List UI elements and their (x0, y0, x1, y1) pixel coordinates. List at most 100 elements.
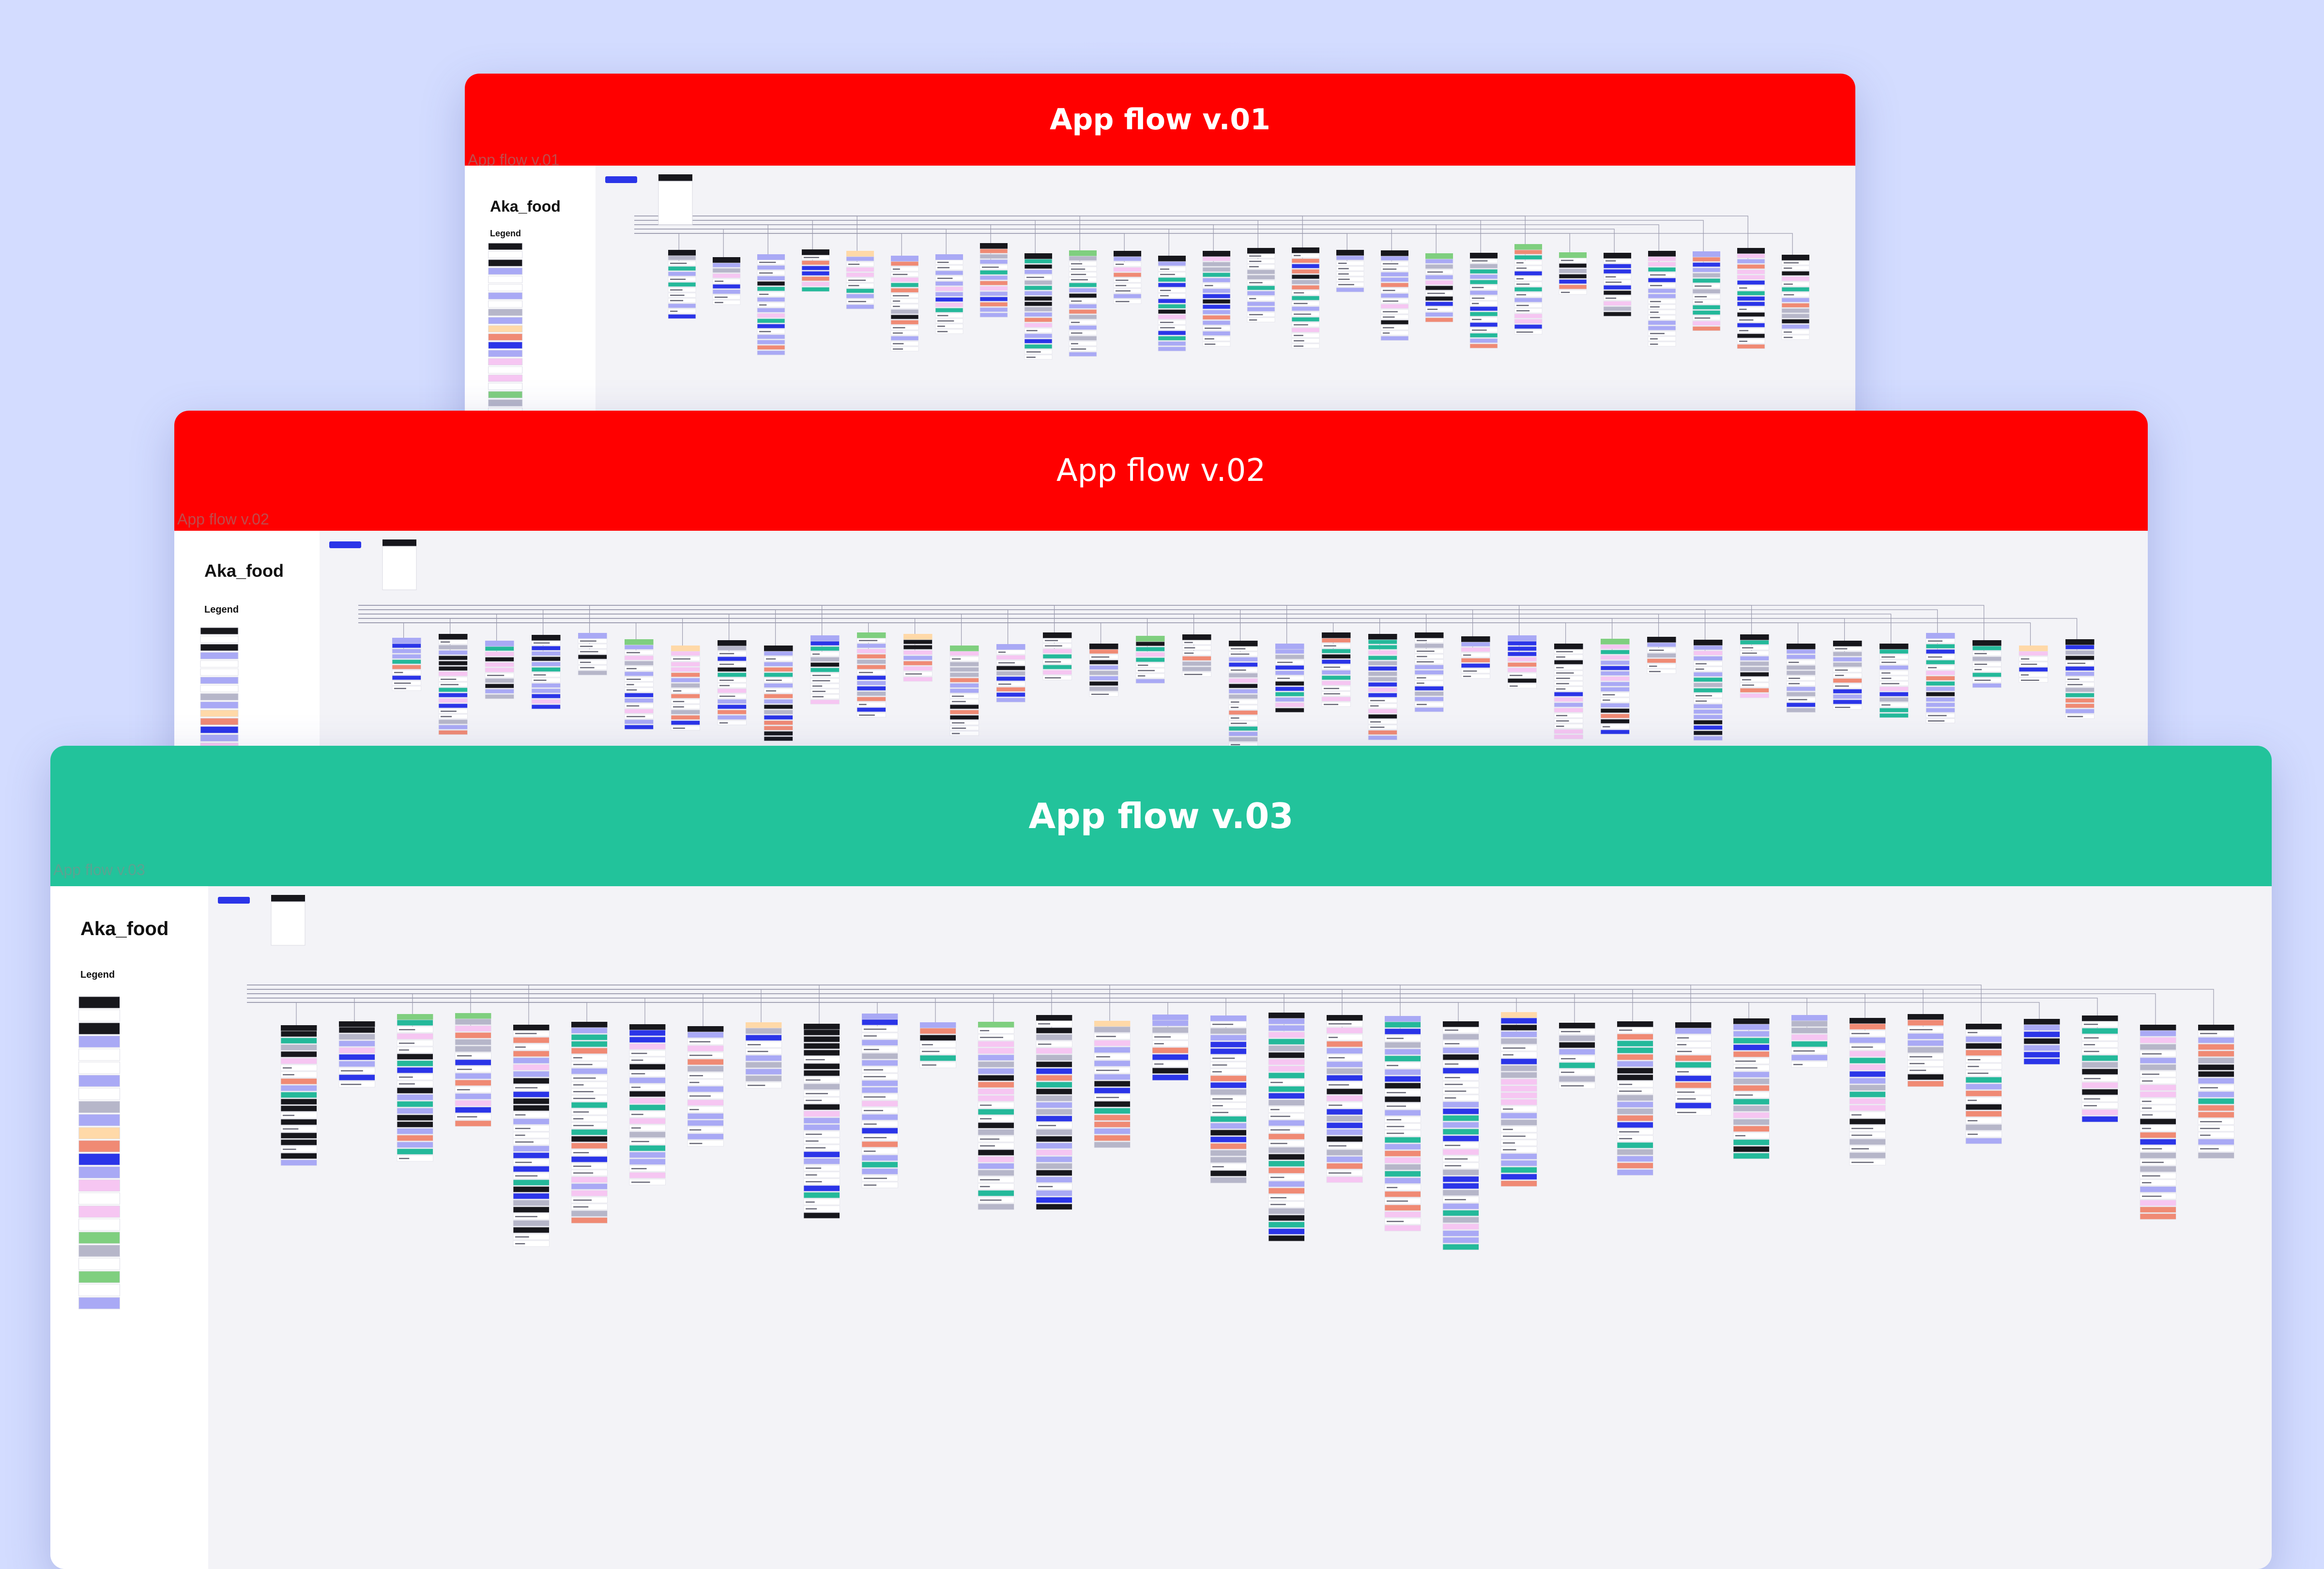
flow-canvas[interactable] (596, 166, 1855, 442)
row-text (534, 679, 547, 681)
screen-row (629, 1118, 666, 1124)
screen-row (629, 1131, 666, 1138)
screen-row (671, 667, 700, 672)
screen-row (1554, 723, 1583, 729)
screen-row (996, 655, 1025, 660)
start-pill (218, 897, 250, 904)
screen-row (1469, 322, 1498, 327)
screen-row (1500, 1146, 1537, 1153)
screen-row (1024, 269, 1053, 275)
screen-header (281, 1025, 317, 1031)
row-text (627, 689, 637, 691)
row-text (1556, 677, 1570, 679)
row-text (1784, 267, 1792, 269)
screen-row (1384, 1170, 1421, 1177)
screen-row (1089, 665, 1118, 670)
row-text (1445, 1097, 1456, 1099)
screen-row (1879, 649, 1909, 654)
screen-row (280, 1092, 317, 1098)
legend-swatch (78, 1101, 120, 1113)
screen-row (949, 688, 979, 693)
row-text (1739, 319, 1754, 321)
row-text (1835, 648, 1848, 649)
board-app-flow-v01[interactable]: App flow v.01 App flow v.01 Aka_food Leg… (465, 74, 1855, 442)
screen-row (2140, 1064, 2176, 1071)
screen-row (846, 272, 874, 277)
screen-row (571, 1041, 608, 1047)
flow-canvas[interactable] (208, 886, 2272, 1569)
row-text (1045, 677, 1061, 678)
screen-header (996, 644, 1025, 650)
screen-row (801, 260, 830, 265)
screen-row (1442, 1210, 1479, 1216)
board-app-flow-v03[interactable]: App flow v.03 App flow v.03 Aka_food Leg… (50, 746, 2272, 1569)
screen-row (687, 1099, 724, 1106)
screen-row (1781, 297, 1810, 303)
screen-row (1268, 1099, 1305, 1106)
screen-row (1384, 1211, 1421, 1218)
screen-row (1210, 1129, 1247, 1136)
row-text (1472, 303, 1479, 304)
screen-row (1693, 666, 1723, 672)
screen-row (1336, 266, 1364, 271)
screen-row (978, 1102, 1014, 1108)
screen-row (1965, 1131, 2002, 1138)
row-text (1881, 656, 1895, 658)
legend-swatch (488, 325, 523, 333)
screen-row (1833, 646, 1862, 651)
screen-row (629, 1172, 666, 1179)
screen-header (2065, 639, 2095, 645)
row-text (1974, 679, 1991, 681)
row-text (719, 695, 735, 697)
screen-row (1210, 1143, 1247, 1150)
row-text (806, 1201, 815, 1203)
screen-row (2198, 1064, 2234, 1071)
screen-row (513, 1057, 550, 1064)
row-text (1324, 688, 1339, 689)
screen-row (1036, 1075, 1072, 1081)
screen-row (856, 680, 886, 686)
screen-row (1384, 1150, 1421, 1157)
screen-row (629, 1050, 666, 1057)
row-text (627, 705, 640, 707)
screen-row (1926, 686, 1955, 692)
screen-row (671, 651, 700, 656)
screen-row (1737, 328, 1765, 333)
screen-row (1210, 1089, 1247, 1095)
screen-row (1692, 299, 1721, 305)
screen-row (1113, 272, 1142, 277)
legend-swatch (78, 1205, 120, 1218)
screen-row (1268, 1154, 1305, 1160)
screen-row (810, 651, 840, 657)
screen-row (1384, 1143, 1421, 1150)
screen-row (1182, 645, 1211, 650)
screen-row (1781, 329, 1810, 335)
screen-row (2081, 1109, 2118, 1116)
row-text (1516, 278, 1524, 279)
row-text (1417, 704, 1427, 705)
flow-canvas[interactable] (320, 531, 2148, 779)
board-app-flow-v02[interactable]: App flow v.02 App flow v.02 Aka_food Leg… (174, 411, 2148, 779)
row-text (399, 1158, 410, 1159)
row-text (399, 1083, 415, 1085)
screen-row (1907, 1040, 1944, 1046)
row-text (2142, 1182, 2152, 1184)
screen-row (2140, 1179, 2176, 1186)
screen-row (1926, 708, 1955, 713)
screen-row (919, 1028, 956, 1034)
screen-row (764, 667, 793, 672)
row-text (1071, 348, 1086, 350)
screen-row (717, 667, 747, 672)
row-text (1472, 260, 1488, 262)
screen-row (1442, 1040, 1479, 1047)
screen-row (1833, 651, 1862, 657)
screen-row (1737, 259, 1765, 264)
screen-row (745, 1034, 782, 1041)
screen-row (861, 1039, 898, 1046)
row-text (1091, 693, 1109, 695)
screen-header (1269, 1013, 1305, 1018)
screen-row (1202, 272, 1231, 277)
screen-row (1972, 683, 2002, 688)
screen-row (571, 1190, 608, 1197)
screen-row (1202, 320, 1231, 325)
